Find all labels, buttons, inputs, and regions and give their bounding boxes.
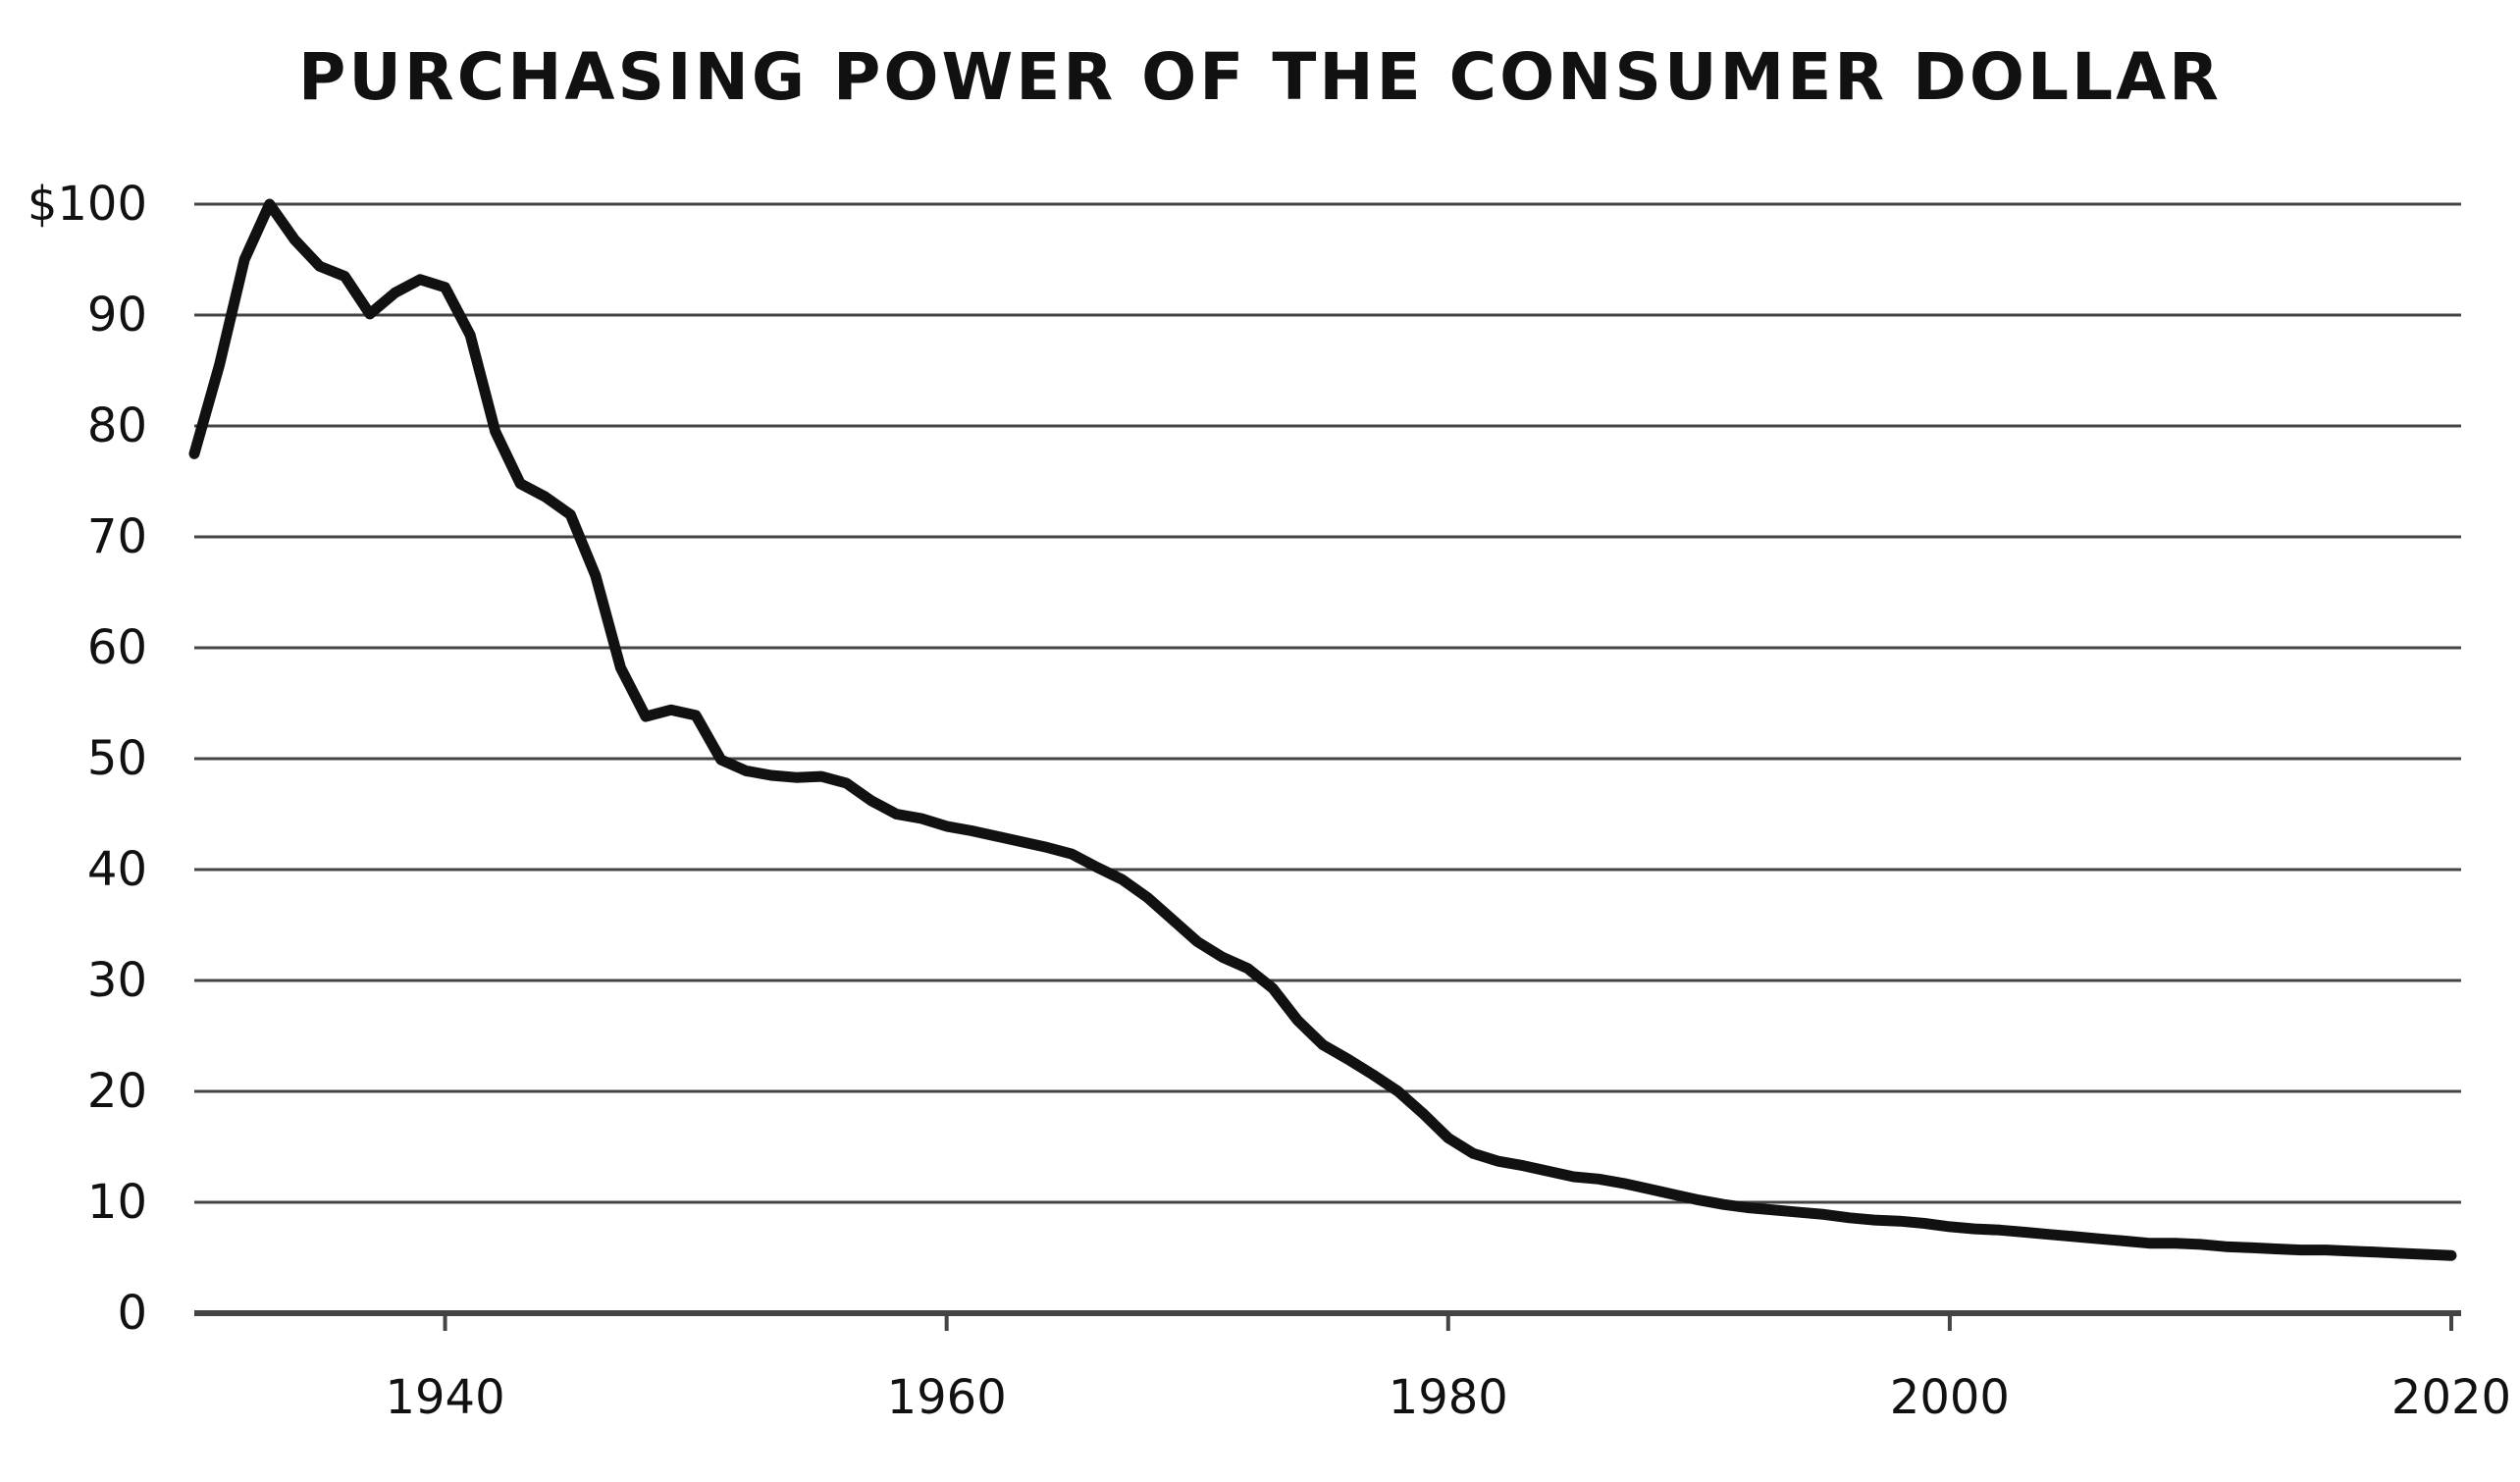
y-axis-ticks: 0 10 20 30 40 50 60 70 80 90 $100: [27, 177, 147, 1341]
y-tick-label: 50: [87, 731, 147, 786]
y-tick-label: 30: [87, 953, 147, 1008]
grid-layer: [194, 202, 2461, 1316]
y-tick-label: 60: [87, 620, 147, 675]
y-tick-label: 10: [87, 1175, 147, 1230]
y-tick-label: $100: [27, 177, 147, 232]
y-tick-label: 70: [87, 509, 147, 564]
y-tick-label: 20: [87, 1064, 147, 1119]
y-tick-label: 0: [117, 1286, 147, 1341]
y-tick-label: 80: [87, 398, 147, 453]
x-tick-label: 2020: [2391, 1370, 2511, 1425]
series-line: [188, 198, 2457, 1261]
y-tick-label: 90: [87, 288, 147, 343]
x-tick-label: 1980: [1389, 1370, 1508, 1425]
series-layer: [188, 198, 2457, 1261]
x-tick-label: 2000: [1890, 1370, 2010, 1425]
chart-title: PURCHASING POWER OF THE CONSUMER DOLLAR: [297, 39, 2223, 115]
x-axis-ticks: 1940 1960 1980 2000 2020: [385, 1313, 2511, 1425]
x-tick-label: 1960: [887, 1370, 1007, 1425]
y-tick-label: 40: [87, 842, 147, 897]
x-tick-label: 1940: [385, 1370, 504, 1425]
